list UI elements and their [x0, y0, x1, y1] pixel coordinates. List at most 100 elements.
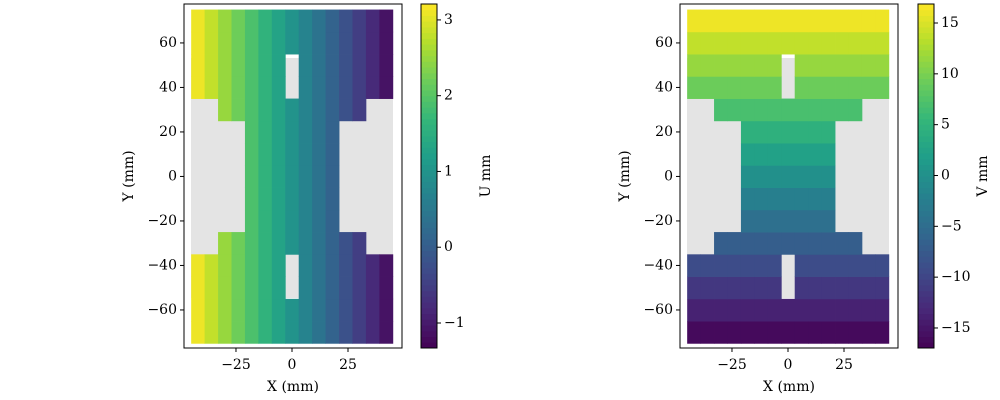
field-cell	[258, 165, 273, 188]
colorbar-step	[421, 210, 437, 217]
field-cell	[191, 254, 206, 277]
field-cell	[244, 143, 259, 166]
field-cell	[325, 143, 340, 166]
field-cell	[258, 76, 273, 99]
field-cell	[875, 321, 890, 344]
field-cell	[821, 54, 836, 77]
field-cell	[740, 209, 755, 233]
colorbar-step	[421, 130, 437, 137]
field-cell	[218, 31, 232, 55]
field-cell	[794, 120, 809, 144]
field-cell	[848, 31, 863, 55]
field-cell	[285, 187, 300, 211]
field-cell	[298, 143, 313, 166]
field-cell	[312, 321, 326, 344]
colorbar-step	[918, 273, 934, 280]
field-cell	[754, 31, 769, 55]
field-cell	[848, 298, 863, 322]
colorbar-step	[421, 233, 437, 240]
field-cell	[298, 254, 313, 277]
field-cell	[781, 298, 796, 322]
field-cell	[312, 143, 326, 166]
field-cell	[767, 321, 782, 344]
field-cell	[808, 76, 822, 99]
field-cell	[285, 165, 300, 188]
y-tick-label: 40	[655, 79, 673, 95]
colorbar-step	[421, 279, 437, 286]
field-cell	[821, 9, 836, 33]
field-cell	[740, 165, 755, 188]
field-cell	[379, 254, 394, 277]
colorbar-step	[918, 15, 934, 22]
field-cell	[821, 120, 836, 144]
colorbar-label: U mm	[478, 155, 494, 198]
field-cell	[271, 254, 286, 277]
field-cell	[339, 232, 353, 255]
field-cell	[781, 31, 796, 55]
field-cell	[244, 209, 259, 233]
field-cell	[271, 232, 286, 255]
field-cell	[379, 9, 394, 33]
colorbar-step	[421, 221, 437, 229]
field-cell	[191, 321, 206, 344]
field-cell	[808, 187, 822, 211]
colorbar-step	[421, 262, 437, 269]
colorbar-step	[421, 330, 437, 338]
field-cell	[271, 187, 286, 211]
field-cell	[835, 276, 849, 300]
field-cell	[298, 120, 313, 144]
field-cell	[875, 9, 890, 33]
field-cell	[352, 98, 367, 122]
colorbar-step	[421, 307, 437, 315]
field-cell	[339, 321, 353, 344]
field-cell	[352, 54, 367, 77]
field-cell	[204, 298, 219, 322]
field-cell	[379, 321, 394, 344]
colorbar-step	[918, 187, 934, 194]
colorbar-step	[918, 302, 934, 309]
y-tick-label: −40	[147, 257, 177, 273]
field-cell	[258, 276, 273, 300]
field-cell	[258, 187, 273, 211]
field-cell	[298, 232, 313, 255]
field-cell	[714, 298, 728, 322]
field-cell	[687, 254, 702, 277]
colorbar-step	[918, 4, 934, 11]
field-cell	[231, 9, 246, 33]
field-cell	[218, 254, 232, 277]
field-cell	[767, 276, 782, 300]
field-cell	[861, 298, 876, 322]
field-cell	[365, 9, 380, 33]
colorbar-step	[918, 124, 934, 131]
colorbar-step	[918, 135, 934, 143]
field-cell	[365, 254, 380, 277]
colorbar-step	[421, 187, 437, 194]
colorbar-step	[918, 267, 934, 274]
field-cell	[754, 321, 769, 344]
x-tick-label: −25	[221, 357, 251, 373]
y-tick-label: 20	[159, 124, 177, 140]
field-cell	[258, 298, 273, 322]
field-cell	[727, 321, 742, 344]
colorbar-frame	[420, 3, 438, 349]
colorbar-step	[918, 153, 934, 160]
colorbar-step	[421, 290, 437, 297]
colorbar-step	[421, 135, 437, 143]
field-cell	[325, 165, 340, 188]
field-cell	[740, 120, 755, 144]
field-cell	[365, 54, 380, 77]
colorbar-step	[918, 32, 934, 39]
field-cell	[231, 54, 246, 77]
field-cell	[781, 143, 796, 166]
field-cell	[875, 76, 890, 99]
field-cell	[312, 120, 326, 144]
field-cell	[808, 54, 822, 77]
field-cell	[339, 31, 353, 55]
colorbar-step	[421, 336, 437, 343]
field-cell	[204, 76, 219, 99]
colorbar-step	[421, 49, 437, 57]
field-cell	[835, 9, 849, 33]
field-cell	[285, 298, 300, 322]
field-cell	[700, 276, 715, 300]
field-cell	[204, 54, 219, 77]
